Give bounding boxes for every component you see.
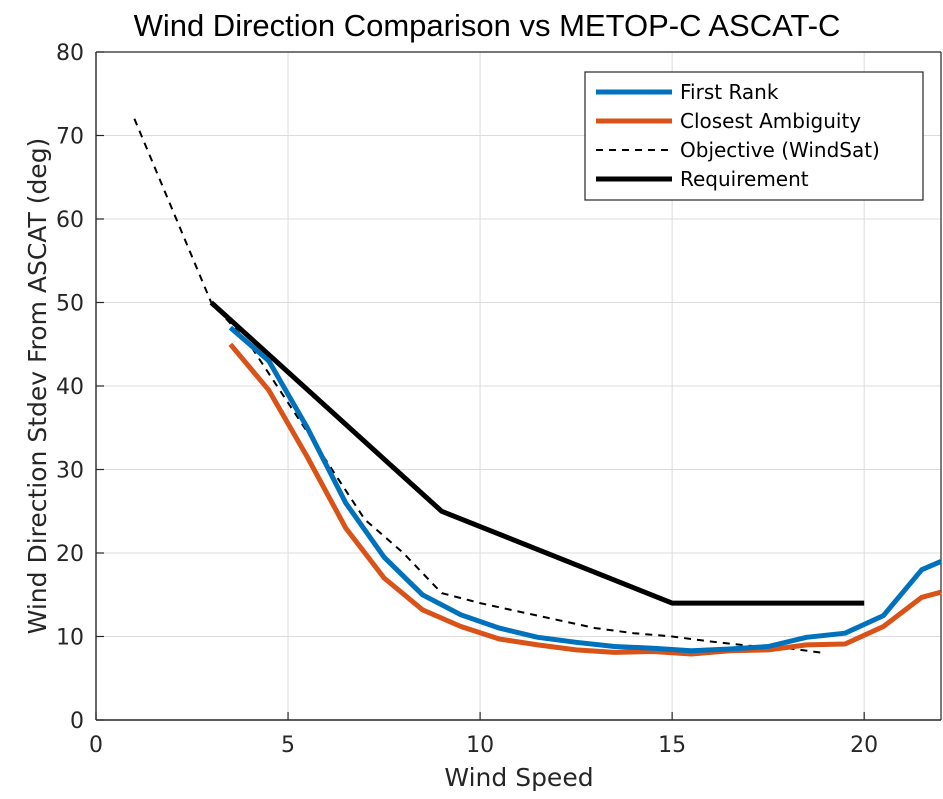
tick-labels: 0 5 10 15 20 0 10 20 30 40 50 60 70 80	[56, 41, 878, 758]
y-tick-label-20: 20	[56, 542, 84, 567]
legend-label-requirement: Requirement	[680, 167, 809, 191]
x-tick-label-20: 20	[850, 733, 878, 758]
y-tick-label-30: 30	[56, 459, 84, 484]
series-line-objective-windsat	[133, 118, 826, 655]
y-tick-label-40: 40	[56, 375, 84, 400]
legend-label-closest-ambiguity: Closest Ambiguity	[680, 109, 861, 133]
y-tick-label-50: 50	[56, 292, 84, 317]
x-tick-label-15: 15	[658, 733, 686, 758]
x-axis-title: Wind Speed	[444, 763, 593, 792]
chart-title: Wind Direction Comparison vs METOP-C ASC…	[134, 8, 841, 43]
x-tick-label-10: 10	[466, 733, 494, 758]
legend-label-first-rank: First Rank	[680, 80, 779, 104]
series-layer	[133, 118, 942, 657]
x-tick-label-0: 0	[89, 733, 103, 758]
y-tick-label-10: 10	[56, 626, 84, 651]
axes	[95, 51, 942, 721]
y-tick-label-80: 80	[56, 41, 84, 66]
series-line-closest-ambiguity	[228, 342, 942, 657]
y-tick-label-0: 0	[70, 709, 84, 734]
x-tick-label-5: 5	[281, 733, 295, 758]
series-line-requirement	[209, 300, 865, 606]
legend: First Rank Closest Ambiguity Objective (Wi…	[584, 71, 924, 201]
y-tick-label-60: 60	[56, 208, 84, 233]
y-tick-label-70: 70	[56, 125, 84, 150]
series-line-first-rank	[228, 325, 942, 654]
legend-label-objective-windsat: Objective (WindSat)	[680, 138, 880, 162]
y-axis-title: Wind Direction Stdev From ASCAT (deg)	[23, 138, 52, 635]
